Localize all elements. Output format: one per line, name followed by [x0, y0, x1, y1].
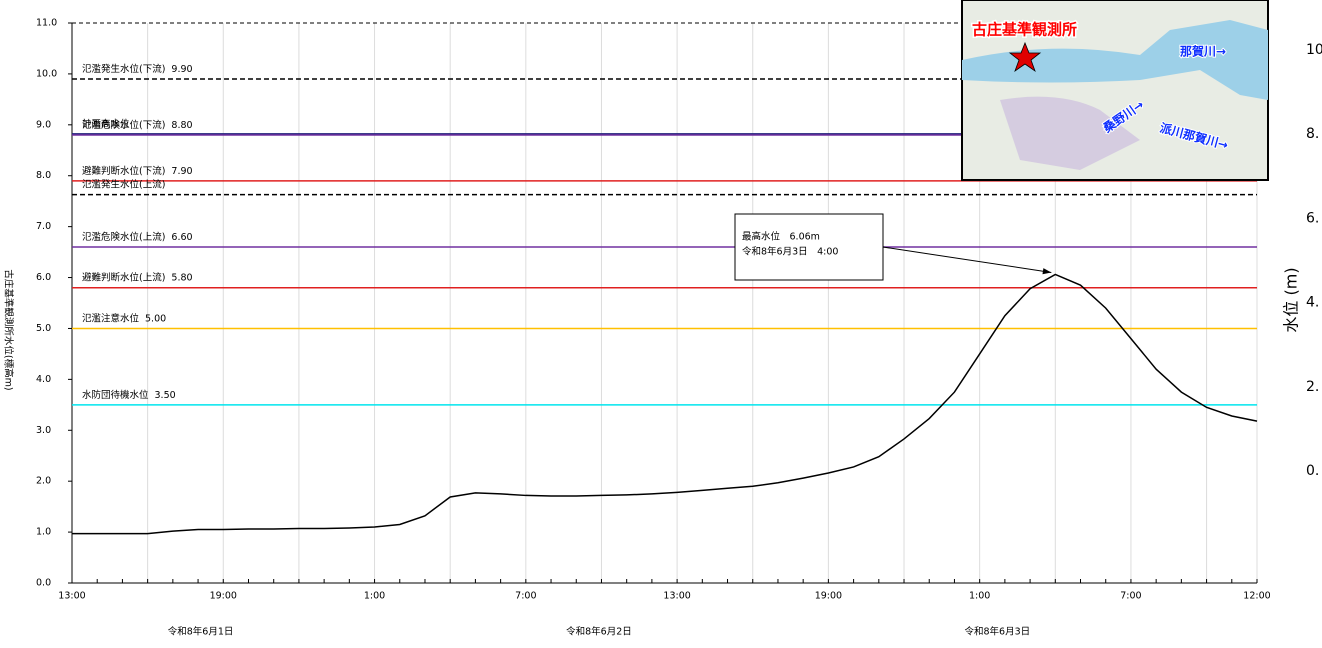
y-tick-label: 3.0 [36, 425, 51, 436]
reference-name: 氾濫発生水位(下流) [82, 63, 165, 75]
y-tick-label: 1.0 [36, 527, 51, 538]
y-axis-title: 古庄基準観測所水位(標高m) [3, 269, 15, 390]
y2-tick-label: 6. [1306, 210, 1319, 226]
y-tick-label: 0.0 [36, 578, 51, 589]
arrow-head [1042, 268, 1051, 274]
reference-value: 5.80 [171, 272, 192, 283]
reference-label: 氾濫注意水位 5.00 [82, 312, 166, 324]
y-tick-label: 8.0 [36, 170, 51, 181]
reference-name: 水防団待機水位 [82, 388, 149, 400]
reference-value: 9.90 [171, 64, 192, 75]
reference-label: 氾濫発生水位(下流) 9.90 [82, 63, 193, 75]
y2-axis-title: 水位 (m) [1282, 267, 1301, 332]
reference-name: 氾濫発生水位(上流) [82, 178, 165, 190]
x-tick-label: 19:00 [815, 591, 842, 602]
x-tick-label: 13:00 [58, 591, 85, 602]
y2-tick-label: 8. [1306, 126, 1319, 142]
x-tick-label: 7:00 [515, 591, 536, 602]
reference-name: 氾濫危険水位(上流) [82, 231, 165, 243]
river-label: 那賀川→ [1180, 44, 1226, 59]
reference-label: 氾濫発生水位(上流) [82, 178, 165, 190]
reference-label: 氾濫危険水位(上流) 6.60 [82, 231, 193, 243]
inset-map: 古庄基準観測所 那賀川→ 桑野川→ 派川那賀川→ [962, 0, 1268, 180]
annotation-text: 最高水位 6.06m [742, 231, 820, 243]
reference-label: 避難判断水位(下流) 7.90 [82, 164, 193, 176]
y2-tick-label: 0. [1306, 463, 1319, 479]
reference-value: 8.80 [171, 120, 192, 131]
reference-label: 避難判断水位(上流) 5.80 [82, 271, 193, 283]
x-tick-label: 12:00 [1243, 591, 1270, 602]
x-tick-label: 19:00 [210, 591, 237, 602]
y-tick-label: 7.0 [36, 221, 51, 232]
reference-name: 避難判断水位(上流) [82, 271, 165, 283]
chart: 古庄基準観測所水位(標高m) 水位 (m) 13:00 19:00 1:00 7:00… [0, 0, 1322, 648]
x-tick-label: 13:00 [663, 591, 690, 602]
x-tick-label: 1:00 [364, 591, 385, 602]
y2-tick-label: 10. [1306, 42, 1322, 58]
reference-value: 7.90 [171, 165, 192, 176]
y-tick-label: 9.0 [36, 119, 51, 130]
x-tick-label: 7:00 [1120, 591, 1141, 602]
reference-name: 氾濫危険水位(下流) [82, 119, 165, 131]
y-tick-label: 2.0 [36, 476, 51, 487]
date-label: 令和8年6月1日 [168, 626, 234, 638]
y-tick-label: 10.0 [36, 68, 57, 79]
reference-name: 避難判断水位(下流) [82, 164, 165, 176]
x-tick-label: 1:00 [969, 591, 990, 602]
reference-value: 6.60 [171, 232, 192, 243]
y-tick-label: 6.0 [36, 272, 51, 283]
reference-label: 氾濫危険水位(下流) 8.80 [82, 119, 193, 131]
y-tick-label: 4.0 [36, 374, 51, 385]
reference-label: 水防団待機水位 3.50 [82, 388, 176, 400]
page: 古庄基準観測所水位(標高m) 水位 (m) 13:00 19:00 1:00 7:00… [0, 0, 1322, 648]
annotation-arrow [883, 247, 1051, 272]
station-label: 古庄基準観測所 [972, 21, 1077, 39]
reference-value: 3.50 [155, 389, 176, 400]
reference-name: 氾濫注意水位 [82, 312, 140, 324]
annotation-text: 令和8年6月3日 4:00 [742, 246, 838, 258]
y-tick-label: 11.0 [36, 18, 57, 29]
y-tick-label: 5.0 [36, 323, 51, 334]
date-label: 令和8年6月2日 [566, 626, 632, 638]
y2-tick-label: 2. [1306, 379, 1319, 395]
date-label: 令和8年6月3日 [964, 626, 1030, 638]
series-line [72, 274, 1257, 533]
y2-tick-label: 4. [1306, 295, 1319, 311]
reference-value: 5.00 [145, 313, 166, 324]
